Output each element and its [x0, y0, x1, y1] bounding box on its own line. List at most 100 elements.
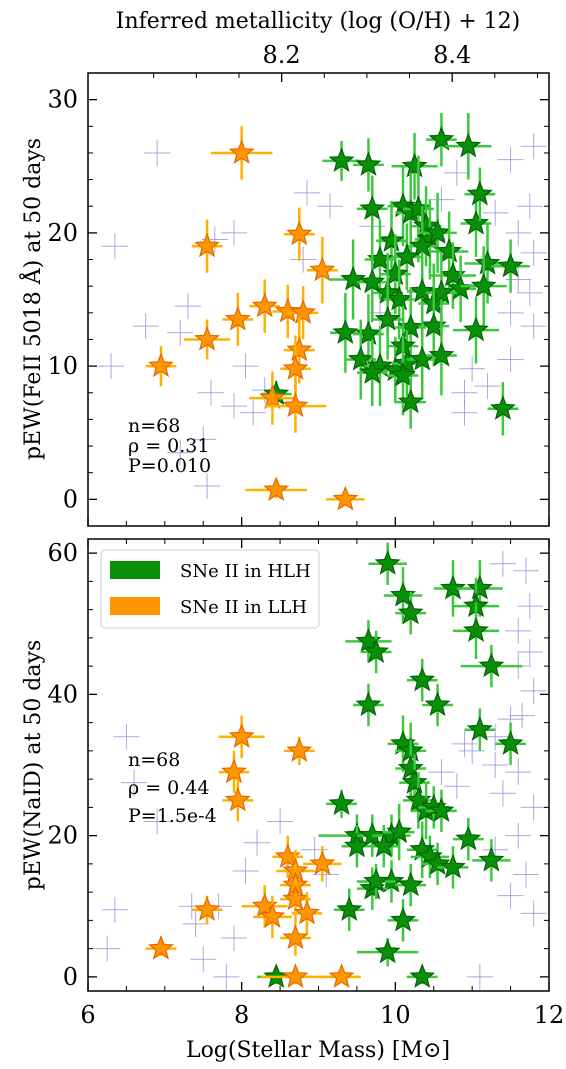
top-llh-point — [145, 346, 177, 387]
bottom-field-marker — [489, 550, 516, 577]
bottom-hlh-point — [437, 846, 469, 889]
bottom-hlh-point — [368, 542, 407, 585]
bottom-field-marker — [443, 773, 470, 800]
bottom-field-marker — [516, 593, 543, 620]
bottom-field-marker — [113, 723, 140, 750]
bottom-field-marker — [512, 557, 539, 584]
top-field-marker — [101, 233, 128, 260]
bottom-hlh-point — [495, 722, 526, 765]
top-scatter-points — [98, 112, 547, 511]
top-y-tick-label: 30 — [47, 86, 78, 114]
bottom-hlh-point — [326, 789, 357, 818]
bottom-rho-label: ρ = 0.44 — [128, 777, 209, 799]
top-metallicity-tick-label: 8.4 — [433, 41, 471, 69]
bottom-field-marker — [497, 882, 524, 909]
top-field-marker — [132, 313, 159, 340]
top-hlh-point — [391, 132, 438, 200]
bottom-hlh-point — [383, 567, 423, 624]
bottom-field-marker — [144, 808, 171, 835]
bottom-hlh-point — [406, 659, 438, 702]
bottom-field-marker — [505, 822, 532, 849]
bottom-x-tick-label: 12 — [534, 1001, 565, 1029]
top-hlh-point — [345, 319, 377, 400]
legend-label-llh: SNe II in LLH — [180, 597, 307, 618]
bottom-x-tick-label: 10 — [380, 1001, 411, 1029]
legend: SNe II in HLH SNe II in LLH — [100, 549, 320, 629]
bottom-hlh-point — [333, 888, 365, 931]
top-y-axis-title: pEW(FeII 5018 Å) at 50 days — [18, 138, 46, 460]
top-llh-point — [222, 292, 254, 347]
top-field-marker — [290, 246, 317, 273]
top-hlh-point — [445, 112, 492, 180]
bottom-llh-point — [222, 779, 254, 822]
top-hlh-point — [353, 138, 384, 192]
bottom-field-marker — [509, 702, 536, 729]
top-y-tick-label: 10 — [47, 352, 78, 380]
bottom-hlh-point — [452, 817, 484, 861]
top-field-marker — [497, 299, 524, 326]
bottom-hlh-point — [460, 644, 523, 688]
bottom-axis-ticks: 0 20 40 60 6 8 10 12 — [47, 539, 564, 1029]
bottom-hlh-point — [422, 683, 453, 727]
bottom-hlh-point — [472, 839, 511, 882]
top-field-marker — [482, 199, 509, 226]
bottom-field-marker — [267, 808, 294, 835]
bottom-field-marker — [516, 639, 543, 665]
bottom-field-marker — [520, 677, 547, 704]
bottom-field-marker — [182, 910, 209, 937]
top-hlh-point — [426, 315, 457, 396]
top-hlh-point — [491, 239, 530, 293]
bottom-field-marker — [520, 794, 547, 821]
bottom-field-marker — [505, 759, 532, 786]
top-llh-point — [264, 379, 327, 433]
bottom-field-marker — [466, 963, 493, 990]
legend-swatch-llh — [110, 597, 160, 615]
legend-swatch-hlh — [110, 561, 160, 579]
top-field-marker — [197, 379, 224, 406]
top-llh-point — [245, 476, 307, 502]
top-field-marker — [190, 426, 217, 453]
top-hlh-point — [418, 192, 457, 273]
bottom-hlh-point — [426, 789, 457, 833]
top-llh-point — [210, 126, 273, 180]
bottom-hlh-point — [356, 938, 419, 967]
bottom-panel: 0 20 40 60 6 8 10 12 Log(Stellar Mass) [M⊙] pEW… — [21, 538, 564, 1063]
top-field-marker — [98, 353, 125, 380]
bottom-hlh-point — [353, 683, 384, 727]
top-hlh-point — [356, 242, 388, 323]
bottom-x-tick-label: 8 — [234, 1001, 249, 1029]
top-field-marker — [520, 313, 547, 340]
top-n-label: n=68 — [128, 415, 180, 437]
top-field-marker — [516, 279, 543, 306]
bottom-stats-annotation: n=68 ρ = 0.44 P=1.5e-4 — [128, 749, 217, 827]
top-llh-point — [287, 286, 319, 340]
bottom-field-marker — [489, 780, 516, 807]
top-p-label: P=0.010 — [128, 455, 211, 477]
bottom-field-marker — [482, 752, 509, 778]
top-field-marker — [240, 399, 267, 426]
top-field-marker — [174, 293, 201, 320]
bottom-y-tick-label: 20 — [47, 822, 78, 850]
bottom-hlh-point — [464, 708, 496, 751]
top-hlh-point — [356, 339, 388, 407]
top-field-marker — [167, 319, 194, 346]
bottom-hlh-point — [356, 863, 396, 900]
top-field-marker — [520, 239, 547, 266]
top-field-marker — [317, 193, 344, 220]
bottom-hlh-point — [387, 899, 419, 942]
bottom-field-marker — [121, 769, 148, 796]
bottom-llh-point — [241, 885, 288, 928]
bottom-x-axis-title: Log(Stellar Mass) [M⊙] — [186, 1038, 450, 1063]
bottom-y-tick-label: 40 — [47, 680, 78, 708]
top-llh-point — [184, 319, 231, 360]
bottom-n-label: n=68 — [128, 749, 180, 771]
bottom-field-marker — [220, 925, 247, 952]
bottom-llh-point — [280, 920, 311, 956]
bottom-field-marker — [94, 935, 121, 962]
bottom-field-marker — [451, 730, 478, 757]
top-field-marker — [220, 393, 247, 420]
top-field-marker — [220, 219, 247, 246]
bottom-hlh-point — [360, 630, 392, 674]
top-hlh-point — [487, 382, 519, 436]
